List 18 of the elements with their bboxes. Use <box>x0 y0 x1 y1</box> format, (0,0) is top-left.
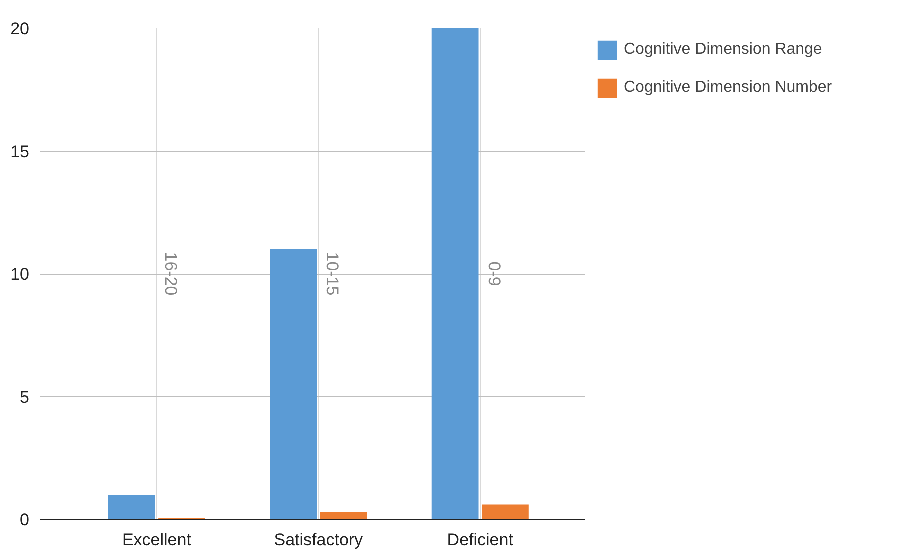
x-tick-label: Deficient <box>447 530 514 550</box>
legend-label: Cognitive Dimension Number <box>624 79 832 97</box>
y-tick-label: 20 <box>10 20 30 38</box>
y-tick-label: 15 <box>10 142 30 162</box>
bar <box>432 28 479 520</box>
bar <box>482 504 529 520</box>
bar <box>108 494 156 520</box>
bar <box>270 249 318 520</box>
x-tick-label: Satisfactory <box>274 530 364 550</box>
x-tick-label: Excellent <box>122 530 192 550</box>
y-tick-label: 5 <box>20 388 30 407</box>
y-tick-label: 0 <box>20 510 30 530</box>
legend-label: Cognitive Dimension Range <box>624 41 822 59</box>
annotation: 0-9 <box>484 262 504 286</box>
y-tick-label: 10 <box>10 265 30 284</box>
annotation: 16-20 <box>161 252 180 296</box>
annotation: 10-15 <box>323 252 342 296</box>
bar <box>320 512 368 520</box>
